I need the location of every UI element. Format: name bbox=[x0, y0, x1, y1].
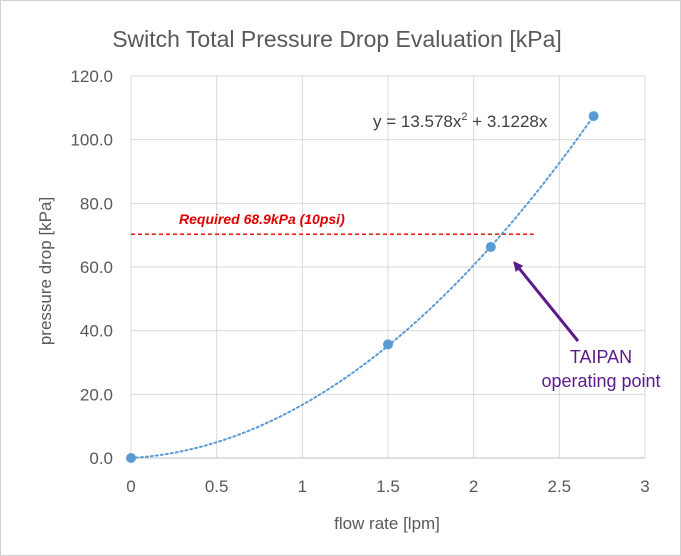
chart-title: Switch Total Pressure Drop Evaluation [k… bbox=[112, 26, 562, 52]
y-tick-label: 60.0 bbox=[80, 258, 113, 277]
equation-base: y = 13.578x bbox=[373, 112, 462, 131]
annotation-layer: y = 13.578x2 + 3.1228x TAIPAN operating po… bbox=[373, 111, 661, 391]
y-tick-label: 0.0 bbox=[89, 449, 113, 468]
y-tick-label: 20.0 bbox=[80, 385, 113, 404]
tick-label-layer: 0.0 20.0 40.0 60.0 80.0 100.0 120.0 0 0.5 1 1.5 2 2.… bbox=[70, 67, 649, 496]
x-tick-label: 2 bbox=[469, 477, 478, 496]
x-tick-label: 0.5 bbox=[205, 477, 229, 496]
y-axis-title: pressure drop [kPa] bbox=[36, 197, 55, 345]
y-tick-label: 40.0 bbox=[80, 322, 113, 341]
equation-exponent: 2 bbox=[461, 111, 467, 123]
annotation-label-line: operating point bbox=[541, 371, 660, 391]
trendline bbox=[130, 115, 595, 459]
data-point bbox=[126, 453, 136, 463]
reference-line-label: Required 68.9kPa (10psi) bbox=[179, 211, 345, 227]
y-tick-label: 120.0 bbox=[70, 67, 113, 86]
x-tick-label: 1.5 bbox=[376, 477, 400, 496]
data-point bbox=[383, 339, 393, 350]
axis-layer bbox=[130, 76, 645, 459]
x-tick-label: 1 bbox=[298, 477, 307, 496]
x-tick-label: 0 bbox=[126, 477, 135, 496]
trendline-equation: y = 13.578x2 + 3.1228x bbox=[373, 111, 548, 131]
y-tick-label: 80.0 bbox=[80, 194, 113, 213]
data-point bbox=[588, 111, 599, 122]
annotation-arrow bbox=[513, 261, 580, 342]
x-tick-label: 2.5 bbox=[548, 477, 572, 496]
data-point bbox=[485, 241, 496, 252]
grid-layer bbox=[131, 75, 646, 458]
series-layer: Required 68.9kPa (10psi) bbox=[126, 111, 599, 463]
annotation-label-line: TAIPAN bbox=[570, 347, 632, 367]
y-tick-label: 100.0 bbox=[70, 131, 113, 150]
x-axis-title: flow rate [lpm] bbox=[334, 514, 440, 533]
x-tick-label: 3 bbox=[640, 477, 649, 496]
equation-rest: + 3.1228x bbox=[468, 112, 548, 131]
